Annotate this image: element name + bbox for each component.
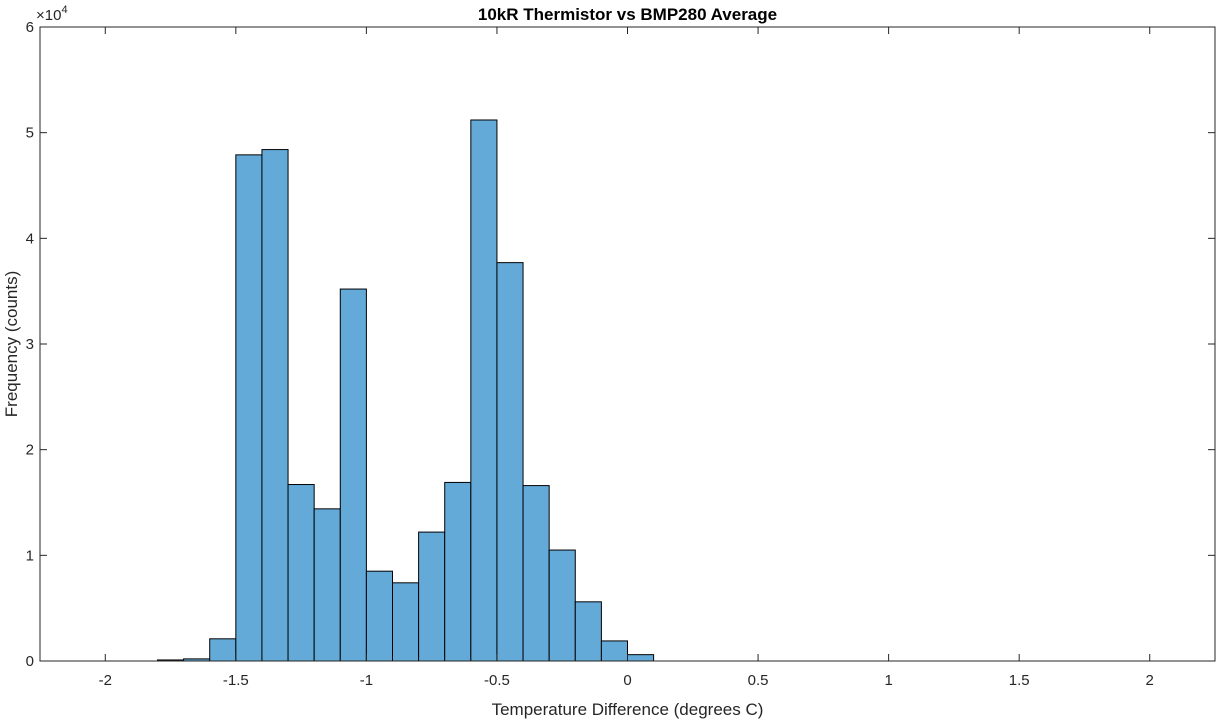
x-tick-label: -1 (360, 672, 373, 689)
y-tick-label: 6 (26, 19, 34, 36)
x-tick-label: -2 (99, 672, 112, 689)
y-tick-label: 1 (26, 547, 34, 564)
histogram-bar (574, 601, 602, 662)
histogram-bar (627, 654, 655, 662)
x-tick-label: 2 (1146, 672, 1154, 689)
y-axis-ticks: 0 1 2 3 4 5 6 (26, 19, 1215, 670)
x-tick-label: 0 (623, 672, 631, 689)
histogram-bar (522, 485, 550, 662)
histogram-bar (287, 484, 315, 662)
histogram-bar (444, 481, 472, 662)
y-exponent-label: ×104 (36, 4, 68, 24)
histogram-bar (339, 288, 367, 662)
chart-title: 10kR Thermistor vs BMP280 Average (478, 5, 777, 24)
histogram-bar (365, 570, 393, 662)
x-axis-ticks: -2 -1.5 -1 -0.5 0 0.5 1 1.5 2 (99, 27, 1154, 689)
histogram-bar (496, 262, 524, 662)
y-tick-label: 2 (26, 442, 34, 459)
histogram-bar (261, 149, 289, 662)
plot-area (40, 27, 1215, 661)
x-tick-label: 1.5 (1009, 672, 1030, 689)
x-tick-label: 1 (884, 672, 892, 689)
histogram-bar (235, 154, 263, 662)
y-axis-label: Frequency (counts) (2, 271, 21, 417)
histogram-bar (470, 119, 498, 662)
y-tick-label: 0 (26, 653, 34, 670)
histogram-bar (600, 640, 629, 662)
bars-group (157, 119, 655, 662)
x-tick-label: -1.5 (223, 672, 249, 689)
x-tick-label: 0.5 (748, 672, 769, 689)
x-axis-label: Temperature Difference (degrees C) (492, 700, 764, 719)
histogram-bar (209, 638, 237, 662)
histogram-bar (418, 531, 446, 662)
y-tick-label: 3 (26, 336, 34, 353)
x-tick-label: -0.5 (484, 672, 510, 689)
y-exponent-power: 4 (61, 4, 67, 16)
histogram-bar (392, 582, 420, 662)
y-tick-label: 4 (26, 230, 34, 247)
histogram-bar (313, 508, 341, 662)
histogram-bar (548, 549, 576, 662)
y-tick-label: 5 (26, 125, 34, 142)
